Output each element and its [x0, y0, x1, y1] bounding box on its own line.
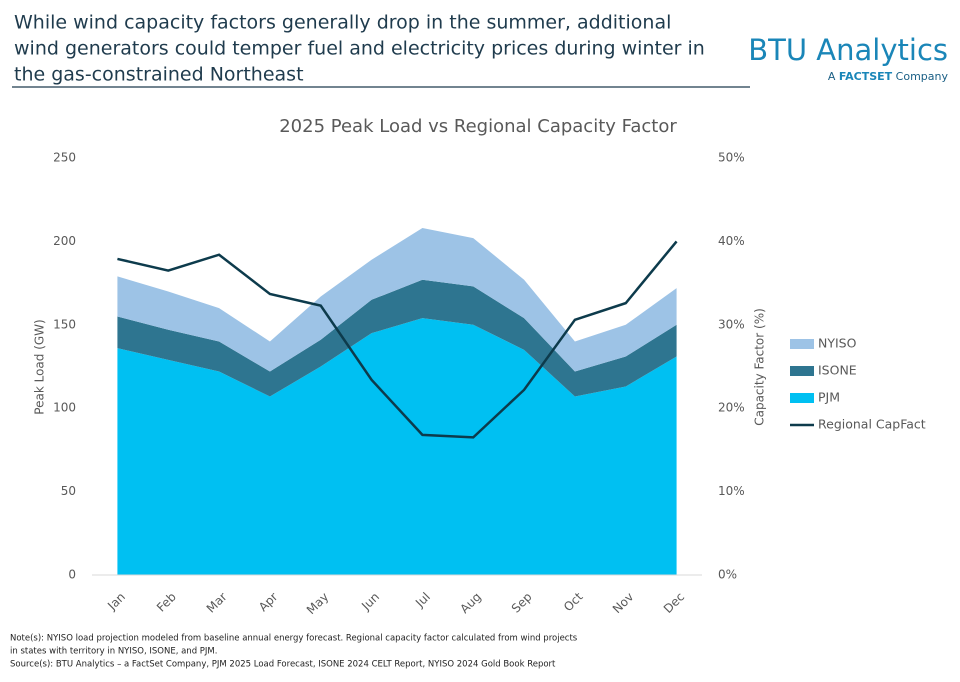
- chart-title: 2025 Peak Load vs Regional Capacity Fact…: [279, 116, 677, 137]
- x-tick-label: Apr: [256, 590, 281, 615]
- y2-tick-label: 20%: [718, 401, 745, 415]
- y-tick-label: 200: [53, 234, 76, 248]
- x-tick-label: Dec: [661, 590, 687, 616]
- x-tick-label: Nov: [610, 590, 636, 616]
- y2-tick-label: 10%: [718, 484, 745, 498]
- y2-tick-label: 40%: [718, 234, 745, 248]
- header: While wind capacity factors generally dr…: [12, 12, 948, 88]
- y-tick-label: 250: [53, 151, 76, 165]
- logo-tagline: A FACTSET Company: [828, 70, 949, 83]
- line: [117, 240, 678, 439]
- x-tick-label: Jan: [104, 590, 128, 614]
- legend-label: PJM: [818, 390, 840, 405]
- x-tick-label: Jul: [412, 590, 433, 611]
- x-tick-label: Jun: [358, 590, 382, 614]
- legend-swatch: [790, 393, 814, 403]
- legend-label: Regional CapFact: [818, 417, 926, 432]
- logo-suffix: Company: [896, 70, 949, 83]
- y-tick-label: 150: [53, 317, 76, 331]
- logo-prefix: A: [828, 70, 836, 83]
- x-tick-label: Feb: [154, 590, 179, 615]
- x-tick-label: Mar: [204, 590, 230, 616]
- logo-name: BTU Analytics: [748, 33, 948, 67]
- x-tick-label: May: [304, 590, 331, 617]
- x-tick-label: Oct: [561, 589, 586, 614]
- area: [117, 279, 677, 397]
- notes: Note(s): NYISO load projection modeled f…: [10, 634, 578, 670]
- x-tick-label: Aug: [457, 590, 483, 616]
- y2-axis-label: Capacity Factor (%): [753, 308, 767, 426]
- legend-label: ISONE: [818, 363, 857, 378]
- y2-tick-label: 30%: [718, 317, 745, 331]
- y-tick-label: 0: [68, 568, 76, 582]
- x-tick-label: Sep: [509, 590, 535, 616]
- note: in states with territory in NYISO, ISONE…: [10, 647, 217, 657]
- y-tick-label: 50: [61, 484, 76, 498]
- area: [117, 228, 677, 372]
- legend-swatch: [790, 339, 814, 349]
- headline: wind generators could temper fuel and el…: [14, 38, 705, 60]
- y-axis-label: Peak Load (GW): [33, 319, 47, 414]
- legend-label: NYISO: [818, 336, 857, 351]
- headline: the gas-constrained Northeast: [14, 64, 304, 86]
- y2-tick-label: 0%: [718, 568, 737, 582]
- legend-swatch: [790, 366, 814, 376]
- y2-tick-label: 50%: [718, 151, 745, 165]
- note: Source(s): BTU Analytics – a FactSet Com…: [10, 660, 556, 670]
- note: Note(s): NYISO load projection modeled f…: [10, 634, 578, 644]
- logo-brand: FACTSET: [839, 70, 893, 83]
- headline: While wind capacity factors generally dr…: [14, 12, 671, 34]
- area: [117, 318, 677, 575]
- y-tick-label: 100: [53, 401, 76, 415]
